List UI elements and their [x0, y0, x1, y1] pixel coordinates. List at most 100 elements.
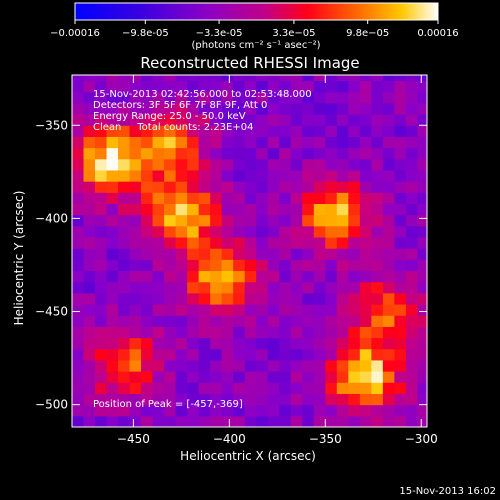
heatmap-cell: [417, 382, 427, 394]
heatmap-cell: [210, 270, 223, 283]
heatmap-cell: [152, 415, 165, 427]
heatmap-cell: [279, 80, 292, 93]
heatmap-cell: [290, 114, 303, 126]
heatmap-cell: [83, 359, 96, 372]
heatmap-cell: [233, 404, 246, 417]
heatmap-cell: [417, 348, 427, 361]
heatmap-cell: [129, 181, 142, 193]
heatmap-cell: [325, 259, 338, 272]
heatmap-cell: [175, 404, 188, 417]
heatmap-cell: [129, 248, 142, 260]
heatmap-cell: [336, 169, 349, 182]
heatmap-cell: [394, 147, 407, 160]
heatmap-cell: [394, 214, 407, 227]
heatmap-cell: [210, 136, 223, 149]
heatmap-cell: [302, 158, 315, 171]
heatmap-cell: [371, 169, 384, 182]
heatmap-cell: [164, 348, 177, 361]
heatmap-cell: [256, 248, 269, 260]
heatmap-cell: [325, 158, 338, 171]
heatmap-cell: [290, 415, 303, 427]
heatmap-cell: [417, 214, 427, 227]
heatmap-cell: [348, 169, 361, 182]
heatmap-cell: [152, 382, 165, 394]
heatmap-cell: [198, 214, 211, 227]
heatmap-cell: [336, 75, 349, 82]
heatmap-cell: [302, 270, 315, 283]
heatmap-cell: [221, 382, 234, 394]
heatmap-cell: [233, 169, 246, 182]
heatmap-cell: [382, 237, 395, 249]
heatmap-cell: [348, 404, 361, 417]
heatmap-cell: [141, 415, 154, 427]
heatmap-cell: [371, 102, 384, 115]
heatmap-cell: [336, 337, 349, 350]
heatmap-cell: [141, 91, 154, 104]
heatmap-cell: [336, 125, 349, 137]
heatmap-cell: [164, 337, 177, 350]
heatmap-cell: [129, 415, 142, 427]
heatmap-cell: [221, 270, 234, 283]
heatmap-cell: [83, 136, 96, 149]
heatmap-cell: [405, 404, 418, 417]
heatmap-cell: [221, 75, 234, 82]
heatmap-cell: [175, 136, 188, 149]
heatmap-cell: [95, 125, 108, 137]
heatmap-cell: [302, 225, 315, 238]
heatmap-cell: [382, 292, 395, 305]
heatmap-cell: [256, 359, 269, 372]
heatmap-cell: [175, 304, 188, 316]
heatmap-cell: [210, 304, 223, 316]
heatmap-cell: [141, 393, 154, 406]
heatmap-cell: [417, 192, 427, 205]
heatmap-cell: [175, 147, 188, 160]
heatmap-cell: [152, 248, 165, 260]
heatmap-cell: [267, 404, 280, 417]
heatmap-cell: [359, 237, 372, 249]
heatmap-cell: [359, 158, 372, 171]
heatmap-cell: [244, 158, 257, 171]
heatmap-cell: [118, 304, 131, 316]
heatmap-cell: [244, 415, 257, 427]
heatmap-cell: [336, 102, 349, 115]
heatmap-cell: [95, 237, 108, 249]
heatmap-cell: [106, 371, 119, 383]
heatmap-cell: [118, 80, 131, 93]
heatmap-cell: [244, 91, 257, 104]
heatmap-cell: [325, 393, 338, 406]
heatmap-cell: [198, 393, 211, 406]
heatmap-cell: [382, 371, 395, 383]
heatmap-cell: [106, 203, 119, 216]
heatmap-cell: [106, 91, 119, 104]
heatmap-cell: [198, 337, 211, 350]
heatmap-cell: [267, 248, 280, 260]
heatmap-cell: [198, 75, 211, 82]
heatmap-cell: [313, 348, 326, 361]
heatmap-cell: [164, 225, 177, 238]
heatmap-cell: [244, 348, 257, 361]
heatmap-cell: [290, 281, 303, 294]
heatmap-cell: [244, 181, 257, 193]
heatmap-cell: [210, 315, 223, 327]
heatmap-cell: [106, 214, 119, 227]
heatmap-cell: [256, 337, 269, 350]
heatmap-cell: [348, 371, 361, 383]
heatmap-cell: [405, 225, 418, 238]
heatmap-cell: [267, 125, 280, 137]
heatmap-cell: [152, 348, 165, 361]
heatmap-cell: [221, 404, 234, 417]
heatmap-cell: [359, 415, 372, 427]
heatmap-cell: [221, 248, 234, 260]
heatmap-cell: [244, 371, 257, 383]
heatmap-cell: [325, 348, 338, 361]
heatmap-cell: [244, 136, 257, 149]
heatmap-cell: [417, 147, 427, 160]
heatmap-cell: [371, 337, 384, 350]
heatmap-cell: [187, 348, 200, 361]
heatmap-cell: [302, 304, 315, 316]
heatmap-cell: [325, 75, 338, 82]
heatmap-cell: [394, 415, 407, 427]
heatmap-cell: [371, 237, 384, 249]
heatmap-cell: [152, 371, 165, 383]
heatmap-cell: [233, 136, 246, 149]
